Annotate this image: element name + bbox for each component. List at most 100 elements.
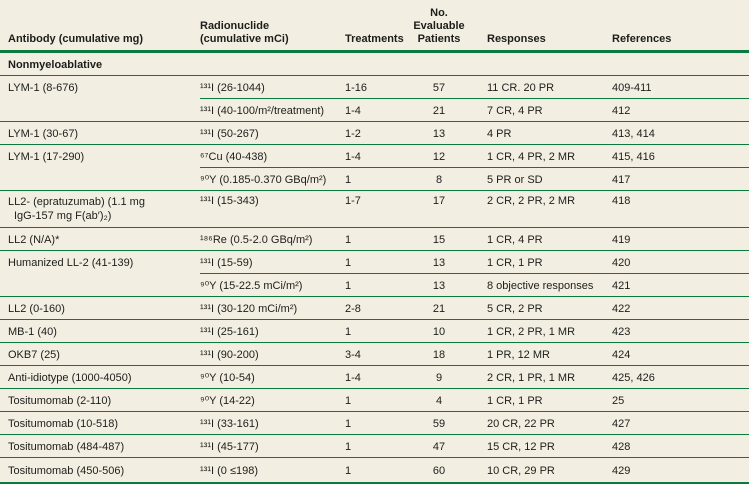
cell-antibody: MB-1 (40): [8, 325, 57, 338]
cell-antibody: LYM-1 (30-67): [8, 127, 79, 140]
cell-references: 418: [612, 195, 631, 207]
cell-treatments: 1: [345, 440, 352, 453]
cell-patients: 13: [432, 127, 446, 140]
cell-patients: 47: [432, 440, 446, 453]
column-header-responses: Responses: [487, 33, 546, 45]
section-label: Nonmyeloablative: [8, 58, 103, 71]
cell-treatments: 1: [345, 417, 352, 430]
cell-responses: 11 CR. 20 PR: [487, 81, 555, 94]
cell-treatments: 2-8: [345, 302, 361, 315]
cell-patients: 18: [432, 348, 446, 361]
cell-references: 429: [612, 465, 631, 477]
cell-antibody: OKB7 (25): [8, 348, 60, 361]
cell-responses: 1 CR, 4 PR: [487, 233, 543, 246]
table-row: MB-1 (40) ¹³¹I (25-161) 1 10 1 CR, 2 PR,…: [0, 320, 749, 343]
cell-references: 25: [612, 394, 625, 407]
column-header-radionuclide: Radionuclide (cumulative mCi): [200, 20, 289, 45]
cell-radionuclide: ¹³¹I (15-59): [200, 256, 253, 269]
table-row: OKB7 (25) ¹³¹I (90-200) 3-4 18 1 PR, 12 …: [0, 343, 749, 366]
cell-responses: 1 PR, 12 MR: [487, 348, 550, 361]
cell-radionuclide: ⁹⁰Y (0.185-0.370 GBq/m²): [200, 174, 327, 186]
cell-radionuclide: ⁶⁷Cu (40-438): [200, 150, 268, 163]
table-header-row: Antibody (cumulative mg) Radionuclide (c…: [0, 0, 749, 53]
cell-references: 413, 414: [612, 127, 655, 140]
cell-references: 428: [612, 440, 631, 453]
cell-patients: 17: [432, 195, 446, 207]
cell-patients: 10: [432, 325, 446, 338]
cell-antibody: Tositumomab (450-506): [8, 465, 125, 477]
cell-antibody: Tositumomab (10-518): [8, 417, 119, 430]
cell-patients: 60: [432, 465, 446, 477]
table-row: Humanized LL-2 (41-139) ¹³¹I (15-59) 1 1…: [0, 251, 749, 274]
cell-antibody: LL2 (0-160): [8, 302, 65, 315]
cell-antibody: LYM-1 (8-676): [8, 81, 79, 94]
cell-patients: 13: [432, 256, 446, 269]
cell-treatments: 1-4: [345, 371, 361, 384]
section-row-nonmyeloablative: Nonmyeloablative: [0, 53, 749, 76]
cell-patients: 21: [432, 104, 446, 117]
cell-radionuclide: ¹³¹I (0 ≤198): [200, 465, 258, 477]
table-row: Tositumomab (2-110) ⁹⁰Y (14-22) 1 4 1 CR…: [0, 389, 749, 412]
cell-references: 415, 416: [612, 150, 655, 163]
table-row: LL2- (epratuzumab) (1.1 mg IgG-157 mg F(…: [0, 191, 749, 228]
cell-radionuclide: ¹³¹I (30-120 mCi/m²): [200, 302, 298, 315]
cell-responses: 7 CR, 4 PR: [487, 104, 543, 117]
cell-antibody: Humanized LL-2 (41-139): [8, 256, 134, 269]
cell-treatments: 1: [345, 173, 352, 186]
cell-references: 425, 426: [612, 371, 655, 384]
cell-antibody: Tositumomab (2-110): [8, 394, 112, 407]
cell-references: 419: [612, 233, 631, 246]
cell-treatments: 1-16: [345, 81, 368, 94]
cell-references: 409-411: [612, 81, 652, 94]
table-row: LYM-1 (8-676) ¹³¹I (26-1044) 1-16 57 11 …: [0, 76, 749, 99]
cell-antibody: LL2- (epratuzumab) (1.1 mg IgG-157 mg F(…: [0, 195, 200, 223]
cell-treatments: 1-2: [345, 127, 361, 140]
cell-references: 422: [612, 302, 631, 315]
cell-responses: 1 CR, 1 PR: [487, 256, 543, 269]
cell-treatments: 1: [345, 279, 352, 292]
cell-responses: 4 PR: [487, 127, 512, 140]
cell-antibody: Tositumomab (484-487): [8, 440, 125, 453]
cell-treatments: 1-4: [345, 150, 361, 163]
cell-antibody: LYM-1 (17-290): [8, 150, 85, 163]
cell-responses: 2 CR, 2 PR, 2 MR: [487, 195, 576, 207]
cell-references: 424: [612, 348, 631, 361]
column-header-treatments: Treatments: [345, 33, 404, 45]
cell-references: 417: [612, 173, 631, 186]
table-row: ⁹⁰Y (0.185-0.370 GBq/m²) 1 8 5 PR or SD …: [0, 168, 749, 191]
cell-patients: 8: [435, 173, 443, 186]
cell-radionuclide: ⁹⁰Y (10-54): [200, 372, 255, 384]
column-header-references: References: [612, 33, 672, 45]
cell-responses: 20 CR, 22 PR: [487, 417, 555, 430]
cell-responses: 1 CR, 1 PR: [487, 394, 543, 407]
cell-patients: 4: [435, 394, 443, 407]
cell-radionuclide: ¹³¹I (40-100/m²/treatment): [200, 104, 325, 117]
cell-treatments: 1-7: [345, 195, 361, 207]
cell-treatments: 1: [345, 233, 352, 246]
cell-responses: 5 CR, 2 PR: [487, 302, 543, 315]
cell-responses: 1 CR, 2 PR, 1 MR: [487, 325, 576, 338]
table-row: LL2 (N/A)* ¹⁸⁶Re (0.5-2.0 GBq/m²) 1 15 1…: [0, 228, 749, 251]
cell-responses: 1 CR, 4 PR, 2 MR: [487, 150, 576, 163]
cell-references: 412: [612, 104, 631, 117]
cell-responses: 10 CR, 29 PR: [487, 465, 555, 477]
cell-radionuclide: ¹³¹I (33-161): [200, 417, 259, 430]
cell-antibody: Anti-idiotype (1000-4050): [8, 371, 132, 384]
table-row: Tositumomab (484-487) ¹³¹I (45-177) 1 47…: [0, 435, 749, 458]
cell-treatments: 1: [345, 394, 352, 407]
table-row: LL2 (0-160) ¹³¹I (30-120 mCi/m²) 2-8 21 …: [0, 297, 749, 320]
cell-patients: 13: [432, 279, 446, 292]
cell-responses: 2 CR, 1 PR, 1 MR: [487, 371, 576, 384]
cell-patients: 57: [432, 81, 446, 94]
table-row: ¹³¹I (40-100/m²/treatment) 1-4 21 7 CR, …: [0, 99, 749, 122]
cell-treatments: 1: [345, 256, 352, 269]
cell-antibody: LL2 (N/A)*: [8, 233, 60, 246]
cell-references: 420: [612, 256, 631, 269]
cell-radionuclide: ¹³¹I (26-1044): [200, 81, 265, 94]
cell-patients: 15: [432, 233, 446, 246]
cell-references: 427: [612, 417, 631, 430]
antibody-line-1: LL2- (epratuzumab) (1.1 mg: [8, 196, 145, 208]
cell-patients: 59: [432, 417, 446, 430]
cell-radionuclide: ¹³¹I (25-161): [200, 325, 259, 338]
